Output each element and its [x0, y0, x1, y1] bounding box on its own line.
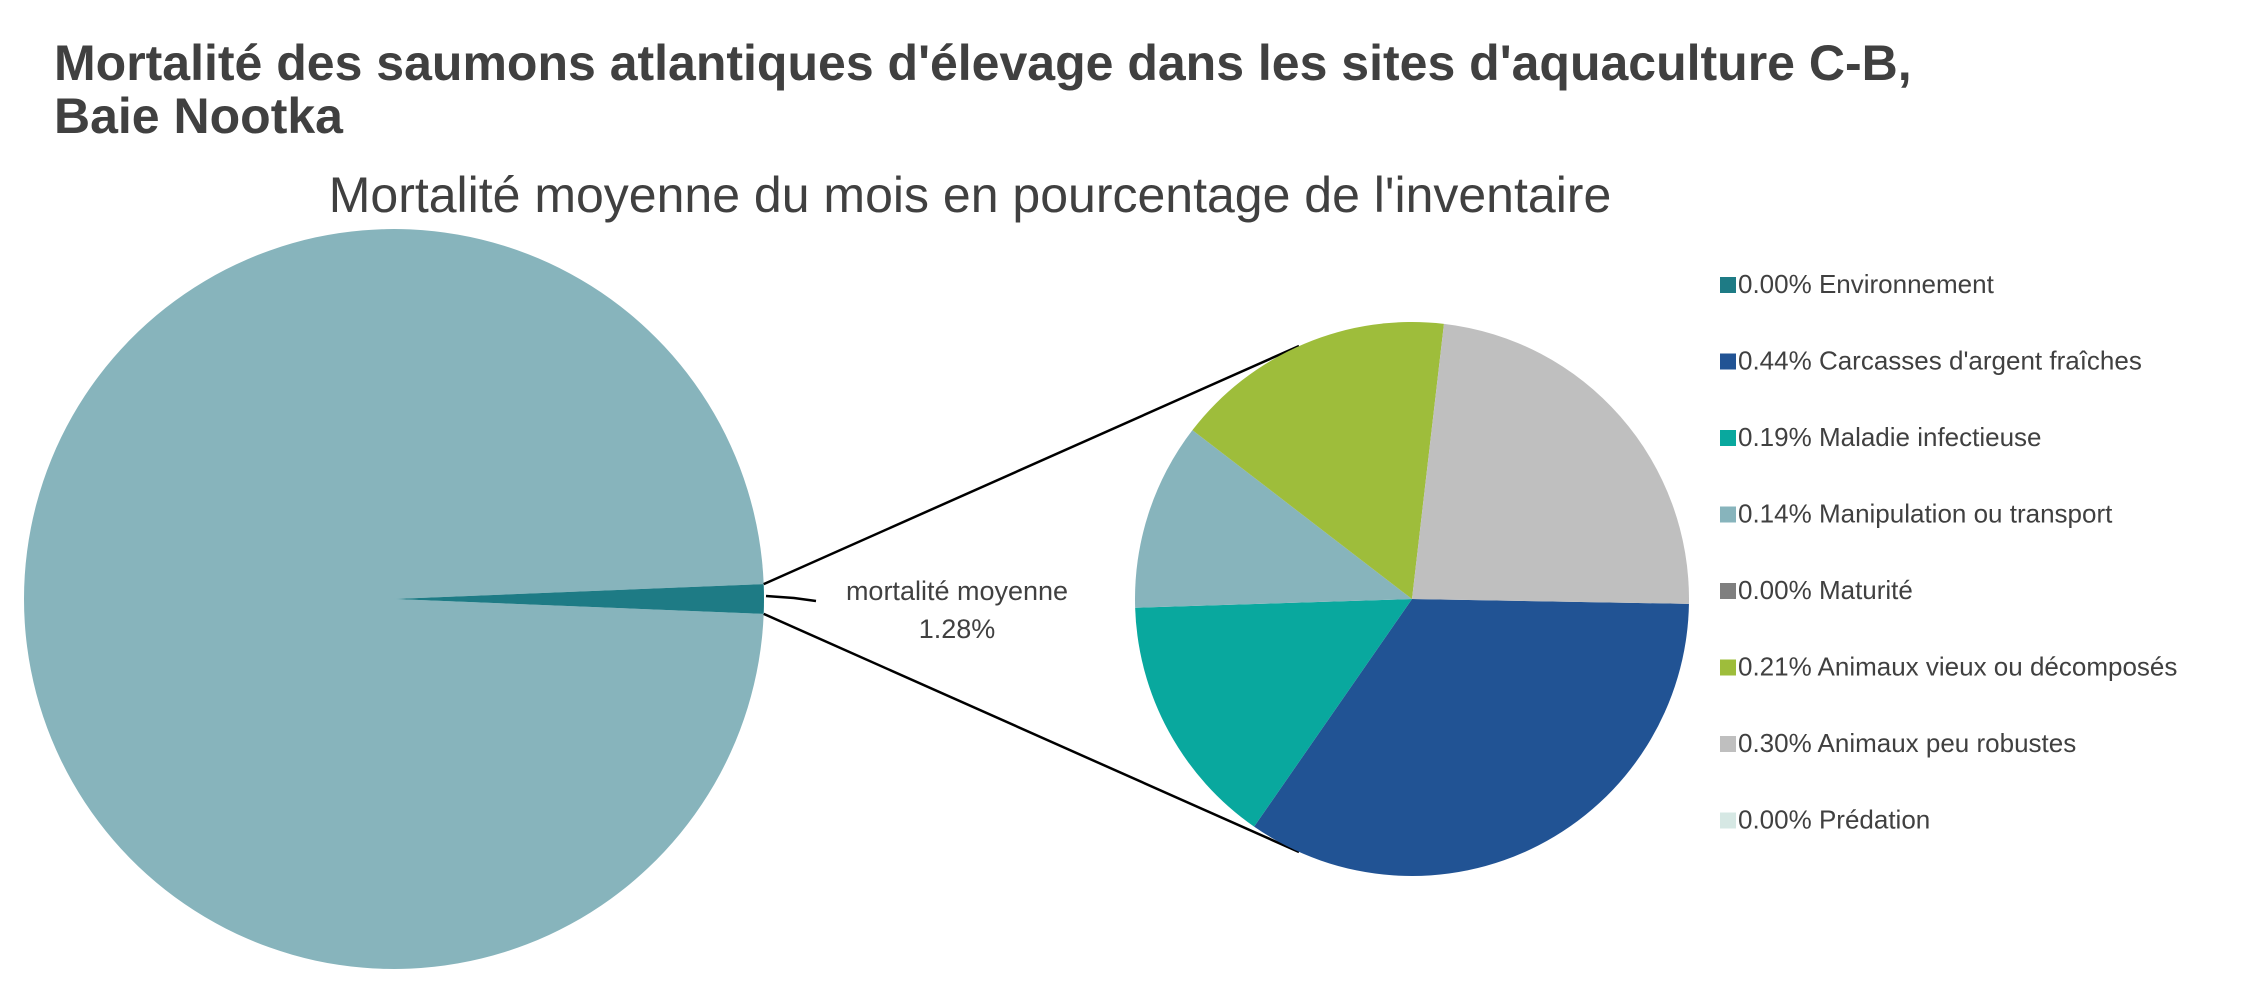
chart-title-line-2: Baie Nootka [54, 88, 344, 144]
legend-entry-5: 0.21% Animaux vieux ou décomposés [1738, 652, 2177, 682]
legend-entry-6: 0.30% Animaux peu robustes [1738, 728, 2076, 758]
secondary-pie-slice-1 [1254, 599, 1689, 877]
legend-entry-0: 0.00% Environnement [1738, 269, 1995, 299]
legend-swatch-2 [1720, 430, 1736, 446]
main-pie [24, 229, 764, 970]
connector-lines [763, 344, 1300, 854]
secondary-pie-slice-2 [1135, 599, 1412, 827]
main-pie-slice-mortality [394, 584, 764, 614]
split-label-leader-line [765, 594, 817, 603]
main-pie-slice-rest [24, 229, 764, 970]
connector-line-bottom [763, 612, 1300, 854]
chart-subtitle: Mortalité moyenne du mois en pourcentage… [329, 167, 1612, 223]
legend-swatch-6 [1720, 736, 1736, 752]
secondary-pie [1134, 322, 1689, 877]
legend-swatch-1 [1720, 353, 1736, 370]
legend-entry-2: 0.19% Maladie infectieuse [1738, 422, 2042, 452]
legend: 0.00% Environnement 0.44% Carcasses d'arg… [1720, 269, 2177, 835]
legend-entry-7: 0.00% Prédation [1738, 805, 1930, 835]
legend-swatch-0 [1720, 277, 1736, 293]
legend-entry-1: 0.44% Carcasses d'argent fraîches [1738, 346, 2142, 376]
legend-swatch-3 [1720, 506, 1736, 523]
legend-swatch-4 [1720, 583, 1736, 599]
secondary-pie-slice-5 [1192, 322, 1444, 599]
split-label-line-1: mortalité moyenne [846, 576, 1068, 606]
legend-entry-4: 0.00% Maturité [1738, 575, 1913, 605]
secondary-pie-slice-6 [1412, 323, 1689, 604]
legend-swatch-7 [1720, 812, 1736, 829]
chart-title-line-1: Mortalité des saumons atlantiques d'élev… [54, 35, 1912, 91]
legend-swatch-5 [1720, 659, 1736, 676]
secondary-pie-slice-3 [1134, 430, 1412, 608]
legend-entry-3: 0.14% Manipulation ou transport [1738, 499, 2113, 529]
split-label-line-2: 1.28% [919, 614, 996, 644]
connector-line-top [763, 344, 1300, 586]
